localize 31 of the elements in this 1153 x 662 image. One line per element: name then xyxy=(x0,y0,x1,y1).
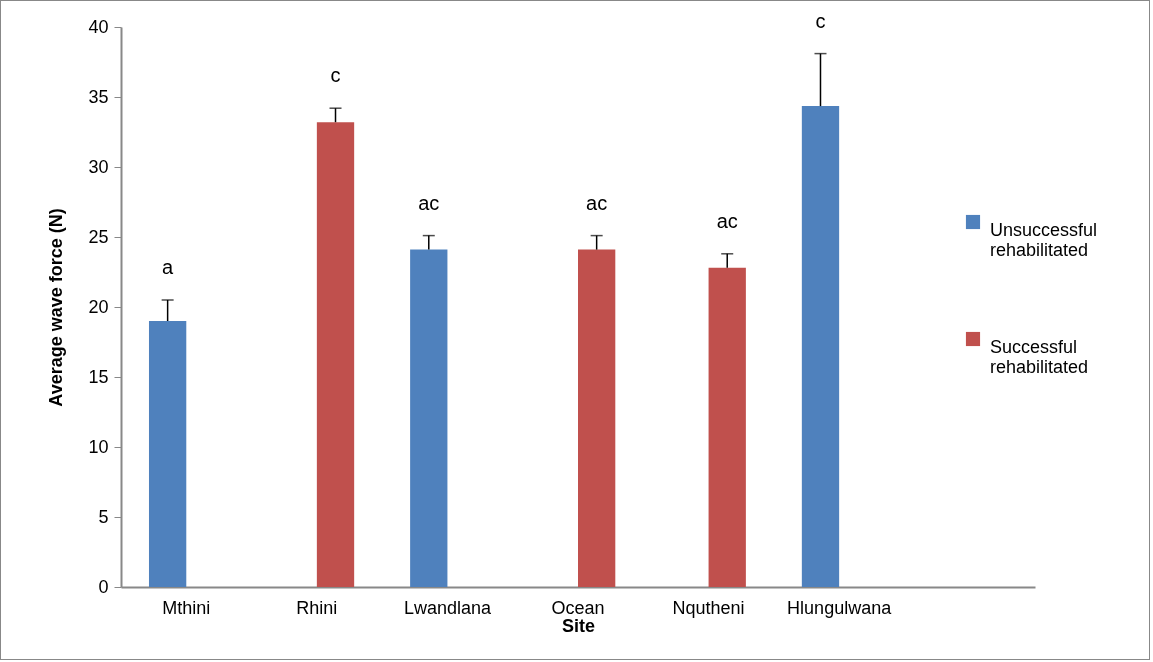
legend-label: Unsuccessful rehabilitated xyxy=(990,220,1098,260)
x-tick-label: Mthini xyxy=(162,597,211,618)
annotation: c xyxy=(330,64,341,87)
x-axis-title: Site xyxy=(561,615,596,636)
y-tick-label: 40 xyxy=(88,16,109,37)
y-tick-label: 25 xyxy=(88,226,109,247)
y-tick-label: 5 xyxy=(98,506,109,527)
bar xyxy=(801,106,840,587)
x-tick-label: Rhini xyxy=(296,597,338,618)
annotation: c xyxy=(815,9,826,32)
x-tick-label: Ocean xyxy=(551,597,605,618)
bar xyxy=(410,249,448,587)
x-tick-label: Nqutheni xyxy=(672,597,745,618)
bar xyxy=(316,122,355,587)
legend-label: Successful rehabilitated xyxy=(990,337,1089,377)
y-tick-label: 15 xyxy=(88,366,109,387)
bar xyxy=(578,249,616,587)
bar xyxy=(708,267,746,587)
bar xyxy=(148,321,187,587)
y-tick-label: 30 xyxy=(88,156,109,177)
x-tick-label: Lwandlana xyxy=(403,597,492,618)
y-tick-label: 35 xyxy=(88,86,109,107)
x-tick-label: Hlungulwana xyxy=(787,597,893,618)
y-tick-label: 10 xyxy=(88,436,109,457)
annotation: ac xyxy=(418,191,440,214)
annotation: ac xyxy=(586,191,608,214)
annotation: a xyxy=(162,256,175,278)
y-axis-title: Average wave force (N) xyxy=(46,208,67,407)
y-tick-label: 0 xyxy=(98,576,109,597)
annotation: ac xyxy=(716,209,738,232)
y-tick-label: 20 xyxy=(88,296,109,317)
